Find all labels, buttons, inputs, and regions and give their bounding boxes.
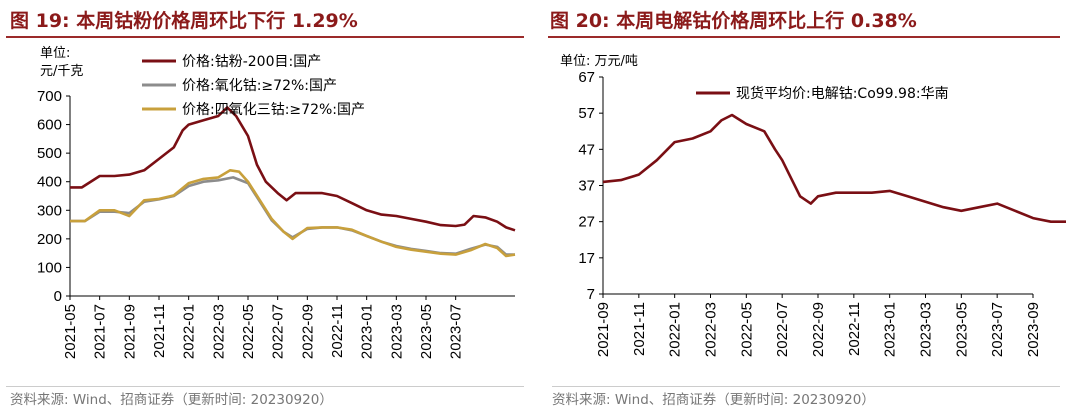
x-tick-label: 2023-05 (418, 304, 435, 359)
x-tick-label: 2023-01 (359, 304, 376, 359)
chart-canvas-2: 7 17 27 37 47 57 67 2021-09 2021-11 2022-01 2022-0… (578, 69, 1066, 357)
y-tick-label: 47 (578, 141, 595, 158)
legend-label-3: 价格:四氧化三钴:≥72%:国产 (182, 102, 365, 118)
x-tick-label: 2022-07 (774, 302, 791, 357)
x-tick-label: 2021-09 (121, 304, 138, 359)
y-tick-label: 57 (578, 105, 595, 122)
x-tick-label: 2021-05 (62, 304, 79, 359)
chart-panel-electrolytic-cobalt: 图 20: 本周电解钴价格周环比上行 0.38% 单位: 万元/吨 7 17 27 3… (546, 0, 1066, 418)
x-tick-label: 2023-07 (448, 304, 465, 359)
x-tick-label: 2023-07 (989, 302, 1006, 357)
x-tick-label: 2022-01 (181, 304, 198, 359)
y-tick-label: 700 (37, 88, 62, 105)
series-line-3 (70, 169, 516, 258)
x-tick-label: 2021-09 (595, 302, 612, 357)
legend-label-1: 价格:钴粉-200目:国产 (182, 54, 321, 70)
y-tick-label: 500 (37, 145, 62, 162)
y-tick-label: 7 (587, 286, 595, 303)
x-tick-label: 2023-09 (1025, 302, 1042, 357)
x-tick-label: 2023-03 (918, 302, 935, 357)
source-note: 资料来源: Wind、招商证券（更新时间: 20230920） (10, 392, 333, 408)
chart-canvas-1: 0 100 200 300 400 500 600 700 2021-05 2021-07 2021… (37, 54, 516, 359)
x-tick-label: 2022-09 (299, 304, 316, 359)
x-tick-label: 2023-03 (388, 304, 405, 359)
chart-title: 图 19: 本周钴粉价格周环比下行 1.29% (10, 10, 358, 32)
unit-label-line1: 单位: (40, 46, 71, 61)
x-tick-label: 2022-11 (846, 302, 863, 356)
x-tick-label: 2022-07 (270, 304, 287, 359)
y-tick-label: 0 (54, 288, 62, 305)
x-tick-label: 2022-11 (329, 304, 346, 358)
title-rule (6, 36, 524, 38)
y-tick-label: 400 (37, 174, 62, 191)
y-tick-label: 100 (37, 259, 62, 276)
x-tick-label: 2022-09 (810, 302, 827, 357)
x-tick-label: 2021-11 (151, 304, 168, 358)
x-tick-label: 2021-11 (631, 302, 648, 356)
source-rule (552, 386, 1060, 387)
chart-panel-cobalt-powder: 图 19: 本周钴粉价格周环比下行 1.29% 单位: 元/千克 0 100 200… (0, 0, 530, 418)
unit-label: 单位: 万元/吨 (560, 54, 638, 69)
chart-title: 图 20: 本周电解钴价格周环比上行 0.38% (550, 10, 917, 32)
x-tick-label: 2023-05 (953, 302, 970, 357)
legend-label-1: 现货平均价:电解钴:Co99.98:华南 (736, 85, 949, 102)
y-tick-label: 600 (37, 117, 62, 134)
x-tick-label: 2022-05 (240, 304, 257, 359)
source-note: 资料来源: Wind、招商证券（更新时间: 20230920） (552, 392, 875, 408)
x-tick-label: 2022-03 (703, 302, 720, 357)
series-line-2 (70, 176, 515, 256)
y-tick-label: 27 (578, 214, 595, 231)
series-line-1 (602, 113, 1066, 223)
y-tick-label: 17 (578, 250, 595, 267)
y-tick-label: 200 (37, 231, 62, 248)
x-tick-label: 2022-01 (667, 302, 684, 357)
source-rule (6, 386, 524, 387)
legend-label-2: 价格:氧化钴:≥72%:国产 (182, 78, 337, 94)
y-tick-label: 37 (578, 178, 595, 195)
title-rule (548, 36, 1060, 38)
x-tick-label: 2022-05 (738, 302, 755, 357)
x-tick-label: 2023-01 (882, 302, 899, 357)
y-tick-label: 67 (578, 69, 595, 86)
x-tick-label: 2022-03 (210, 304, 227, 359)
unit-label-line2: 元/千克 (40, 64, 84, 79)
series-line-1 (70, 106, 516, 232)
y-tick-label: 300 (37, 202, 62, 219)
x-tick-label: 2021-07 (92, 304, 109, 359)
